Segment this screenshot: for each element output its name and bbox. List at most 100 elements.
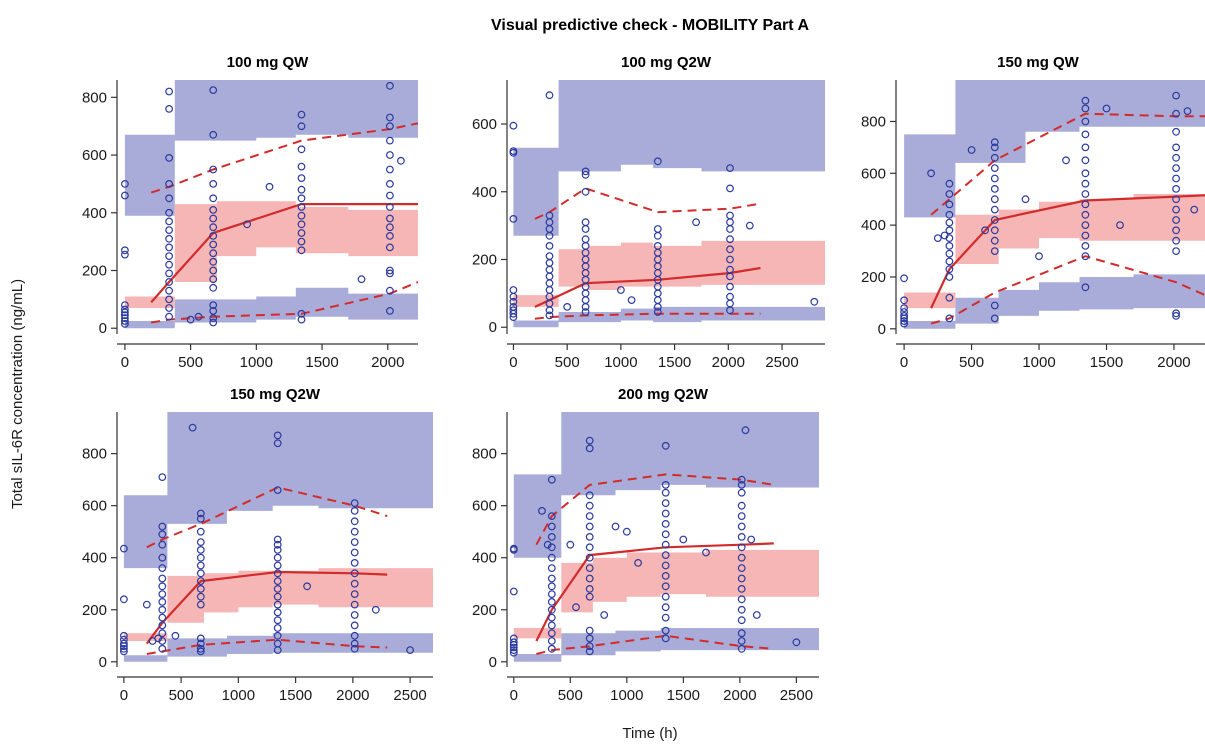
observation-point	[357, 275, 366, 284]
x-tick-label: 500	[959, 354, 984, 371]
x-tick-label: 0	[510, 687, 518, 704]
observation-point	[990, 174, 999, 183]
observation-point	[158, 613, 167, 622]
observation-point	[142, 600, 151, 609]
observation-point	[990, 164, 999, 173]
y-tick-label: 600	[861, 165, 886, 182]
observation-point	[165, 260, 174, 269]
observation-point	[585, 436, 594, 445]
observation-point	[585, 444, 594, 453]
observation-point	[945, 293, 954, 302]
observation-point	[509, 646, 518, 654]
observation-point	[967, 146, 976, 154]
observation-point	[165, 304, 174, 312]
observation-point	[653, 296, 662, 305]
observation-point	[1116, 221, 1124, 230]
y-tick-label: 800	[472, 446, 497, 463]
y-tick-label: 400	[861, 217, 886, 234]
x-tick-label: 0	[900, 354, 908, 371]
observation-point	[350, 621, 359, 630]
observation-point	[661, 626, 670, 635]
observation-point	[297, 145, 306, 154]
panel-title: 200 mg Q2W	[618, 386, 709, 403]
observation-point	[273, 616, 282, 625]
observation-point	[990, 153, 999, 162]
observation-point	[990, 301, 999, 310]
x-tick-label: 1500	[658, 354, 691, 371]
observation-point	[545, 306, 554, 315]
y-tick-label: 800	[82, 89, 107, 106]
observation-point	[297, 229, 306, 237]
observation-point	[661, 488, 670, 497]
observation-point	[158, 574, 167, 583]
observation-point	[990, 216, 999, 224]
observation-point	[585, 592, 594, 601]
plot-area	[120, 80, 418, 329]
observation-point	[509, 148, 518, 157]
x-tick-label: 0	[121, 354, 129, 371]
observation-point	[303, 582, 312, 591]
observation-point	[702, 548, 710, 557]
x-tick-label: 1500	[667, 687, 700, 704]
observation-point	[158, 530, 167, 539]
observation-point	[547, 629, 556, 638]
observation-point	[386, 122, 394, 131]
observation-point	[726, 164, 734, 173]
observation-point	[386, 266, 394, 275]
observation-point	[692, 218, 700, 227]
observation-point	[547, 621, 556, 630]
observation-point	[653, 303, 662, 311]
observation-point	[158, 590, 167, 598]
observation-point	[547, 553, 556, 562]
observation-point	[119, 595, 128, 604]
observation-point	[209, 231, 218, 240]
observation-point	[165, 269, 174, 278]
observation-point	[120, 314, 129, 323]
observation-point	[737, 481, 746, 489]
observation-point	[653, 157, 662, 166]
observation-point	[196, 592, 205, 601]
observation-point	[209, 275, 218, 284]
observation-point	[509, 313, 518, 322]
observation-point	[350, 548, 359, 557]
x-tick-label: 1000	[222, 687, 255, 704]
observation-point	[545, 231, 554, 240]
y-tick-label: 0	[99, 320, 107, 337]
observation-point	[165, 104, 174, 113]
observation-point	[581, 289, 590, 298]
panel-5: 0 200 400 600 800 0 500 1000 1500 2000 2500 200 mg …	[472, 386, 819, 704]
observation-point	[386, 307, 394, 315]
observation-point	[158, 564, 167, 572]
observation-point	[726, 218, 734, 227]
observation-point	[1081, 169, 1090, 178]
observation-point	[585, 512, 594, 520]
observation-point	[563, 303, 572, 311]
observation-point	[165, 312, 174, 321]
observation-point	[350, 590, 359, 598]
y-tick-label: 400	[472, 184, 497, 201]
observation-point	[273, 577, 282, 585]
x-tick-label: 0	[509, 354, 517, 371]
x-tick-label: 2500	[780, 687, 813, 704]
observation-point	[900, 274, 908, 283]
observation-point	[737, 637, 746, 645]
y-tick-label: 600	[472, 498, 497, 515]
observation-point	[165, 179, 174, 188]
y-tick-label: 800	[861, 113, 886, 130]
observation-point	[927, 169, 935, 178]
observation-point	[297, 309, 306, 318]
observation-point	[509, 643, 518, 652]
observation-point	[581, 187, 590, 196]
x-tick-label: 500	[558, 687, 583, 704]
observation-point	[622, 527, 631, 536]
observation-point	[196, 546, 205, 554]
panel-title: 150 mg Q2W	[230, 386, 321, 403]
observation-point	[661, 592, 670, 601]
obs-lower-percentile-line	[534, 312, 761, 320]
x-tick-label: 2000	[336, 687, 369, 704]
observation-point	[581, 167, 590, 176]
observation-point	[273, 585, 282, 593]
y-tick-label: 0	[99, 654, 107, 671]
observation-point	[386, 223, 394, 232]
observation-point	[1021, 195, 1030, 204]
